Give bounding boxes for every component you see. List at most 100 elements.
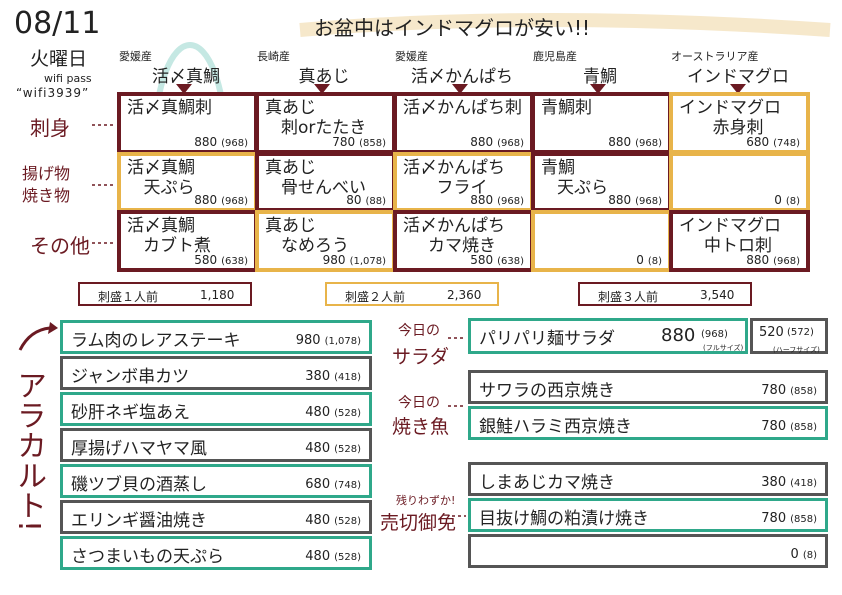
- price: 480: [305, 513, 331, 528]
- cell-price: 880 (968): [608, 193, 662, 207]
- item-price: 480 (528): [305, 549, 361, 564]
- tax: (418): [790, 478, 817, 489]
- tax: (88): [365, 196, 386, 207]
- price: 680: [746, 135, 770, 149]
- item-name: さつまいもの天ぷら: [71, 547, 224, 567]
- item-name: 厚揚げハマヤマ風: [71, 439, 207, 459]
- price: 380: [305, 369, 331, 384]
- price: 880: [470, 135, 494, 149]
- price: 880: [608, 135, 632, 149]
- alacarte-item: ジャンボ串カツ 380 (418): [60, 356, 372, 390]
- tax: (8): [785, 196, 800, 207]
- tax: (968): [497, 138, 524, 149]
- price: 980: [322, 253, 346, 267]
- name-line: フライ: [436, 178, 488, 198]
- price: 980: [295, 333, 321, 348]
- cell-name: 青鯛 天ぷら: [541, 158, 608, 198]
- tax: (528): [334, 552, 361, 563]
- item-price: 0 (8): [791, 547, 817, 562]
- name-line: 骨せんべい: [281, 178, 366, 198]
- price: 380: [761, 475, 787, 490]
- tax: (968): [701, 329, 728, 340]
- tax: (968): [221, 138, 248, 149]
- soldout-label: 残りわずか!: [396, 494, 456, 507]
- fish: 真あじ: [298, 67, 350, 87]
- menu-cell: 0 (8): [531, 210, 672, 272]
- menu-cell: 活〆真鯛 カブト煮 580 (638): [117, 210, 258, 272]
- menu-cell: 真あじ 刺orたたき 780 (858): [255, 92, 396, 154]
- name-line: インドマグロ: [679, 98, 781, 118]
- cell-name: 真あじ なめろう: [265, 216, 349, 256]
- tax: (638): [221, 256, 248, 267]
- fish: 青鯛: [583, 67, 617, 87]
- item-name: 目抜け鯛の粕漬け焼き: [479, 509, 649, 529]
- grilled-item: サワラの西京焼き 780 (858): [468, 370, 828, 404]
- origin: 愛媛産: [395, 50, 428, 63]
- price: 0: [774, 193, 782, 207]
- item-price: 680 (748): [305, 477, 361, 492]
- name-line: カマ焼き: [428, 236, 496, 256]
- price: 780: [761, 419, 787, 434]
- tax: (968): [497, 196, 524, 207]
- size: (ハーフサイズ): [773, 346, 820, 354]
- tax: (528): [334, 444, 361, 455]
- cell-name: 真あじ 刺orたたき: [265, 98, 366, 138]
- alacarte-item: ラム肉のレアステーキ 980 (1,078): [60, 320, 372, 354]
- menu-cell: 活〆真鯛 天ぷら 880 (968): [117, 152, 258, 212]
- soldout-item: しまあじカマ焼き 380 (418): [468, 462, 828, 496]
- tax: (1,078): [324, 336, 361, 347]
- platter-price: 2,360: [447, 288, 482, 302]
- name-line: 活〆真鯛刺: [127, 98, 212, 118]
- price: 780: [761, 511, 787, 526]
- tax: (748): [773, 138, 800, 149]
- item-price: 480 (528): [305, 441, 361, 456]
- menu-cell: 真あじ 骨せんべい 80 (88): [255, 152, 396, 212]
- menu-cell: 活〆かんぱち カマ焼き 580 (638): [393, 210, 534, 272]
- name-line: 青鯛: [541, 158, 575, 178]
- tax: (858): [359, 138, 386, 149]
- item-name: ラム肉のレアステーキ: [71, 331, 241, 351]
- item-price: 380 (418): [761, 475, 817, 490]
- tax: (528): [334, 408, 361, 419]
- price: 520: [759, 325, 784, 340]
- platter: 刺盛３人前 3,540: [578, 282, 752, 306]
- origin: 鹿児島産: [533, 50, 577, 63]
- fish: 活〆真鯛: [152, 67, 220, 87]
- price: 480: [305, 405, 331, 420]
- cell-name: 活〆かんぱち刺: [403, 98, 522, 118]
- cell-name: 活〆真鯛刺: [127, 98, 212, 118]
- name-line: 中トロ刺: [704, 236, 772, 256]
- cell-name: インドマグロ 赤身刺: [679, 98, 781, 138]
- origin: 長崎産: [257, 50, 290, 63]
- cell-name: 活〆真鯛 カブト煮: [127, 216, 211, 256]
- menu-cell: 活〆かんぱち刺 880 (968): [393, 92, 534, 154]
- menu-cell: 真あじ なめろう 980 (1,078): [255, 210, 396, 272]
- menu-cell: 活〆かんぱち フライ 880 (968): [393, 152, 534, 212]
- headline: お盆中はインドマグロが安い!!: [314, 16, 591, 40]
- item-name: ジャンボ串カツ: [71, 367, 190, 387]
- cell-price: 0 (8): [774, 193, 800, 207]
- platter-price: 3,540: [700, 288, 735, 302]
- tax: (638): [497, 256, 524, 267]
- item-name: エリンギ醤油焼き: [71, 511, 207, 531]
- row-label: 刺身: [30, 116, 70, 140]
- platter-name: 刺盛２人前: [345, 290, 406, 304]
- cell-price: 880 (968): [608, 135, 662, 149]
- name-line: 赤身刺: [712, 118, 764, 138]
- tax: (968): [221, 196, 248, 207]
- day: 火曜日: [30, 48, 88, 70]
- price: 780: [332, 135, 356, 149]
- name-line: 活〆かんぱち: [403, 158, 505, 178]
- menu-cell: インドマグロ 中トロ刺 880 (968): [669, 210, 810, 272]
- cell-name: 真あじ 骨せんべい: [265, 158, 366, 198]
- platter: 刺盛２人前 2,360: [325, 282, 499, 306]
- tax: (968): [773, 256, 800, 267]
- cell-name: 活〆かんぱち フライ: [403, 158, 505, 198]
- name-line: 真あじ: [265, 216, 316, 236]
- alacarte-item: さつまいもの天ぷら 480 (528): [60, 536, 372, 570]
- name-line: インドマグロ: [679, 216, 781, 236]
- grilled-label: 焼き魚: [392, 416, 450, 438]
- name-line: 活〆かんぱち: [403, 216, 505, 236]
- price: 0: [790, 547, 799, 562]
